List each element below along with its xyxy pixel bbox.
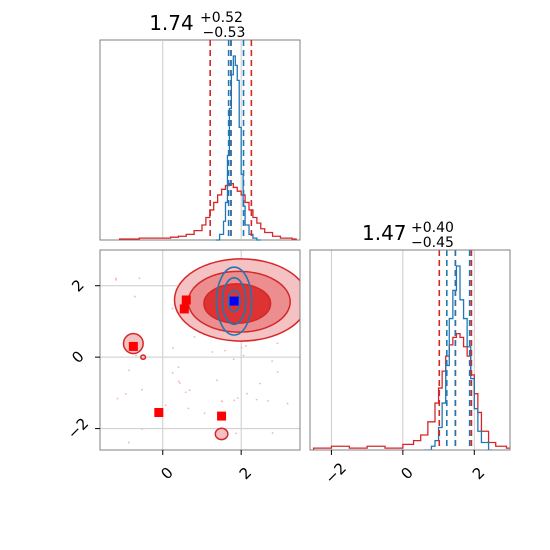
scatter-point [177, 380, 180, 383]
scatter-point [255, 398, 258, 401]
scatter-point [172, 347, 174, 349]
scatter-point [193, 336, 196, 338]
scatter-point [286, 402, 289, 405]
joint-panel-frame [99, 249, 301, 451]
scatter-point [116, 397, 119, 400]
scatter-point [127, 441, 130, 444]
hist-panel-2-marks [312, 250, 510, 450]
p3-xtick-label-0: 0 [157, 464, 176, 483]
scatter-point [115, 278, 118, 281]
joint-panel-marks [114, 258, 300, 444]
hist-panel-1: 1.74 +0.52 −0.53 [99, 7, 301, 241]
scatter-point [188, 389, 191, 392]
scatter-point [271, 432, 274, 434]
scatter-point [240, 346, 243, 349]
contour-a-1 [221, 277, 247, 326]
hist-panel-1-title-minus: −0.53 [203, 25, 246, 41]
hist-panel-2-ticks: −2 0 2 [322, 450, 488, 487]
scatter-point [128, 369, 130, 372]
joint-panel: 0 2 2 0 −2 [64, 249, 301, 483]
contour-b-island-1 [140, 354, 147, 361]
p4-xtick-label-1: 0 [397, 464, 416, 483]
scatter-point [221, 400, 224, 403]
scatter-point [124, 393, 127, 395]
scatter-point [138, 277, 141, 280]
scatter-point [177, 366, 180, 369]
hist-panel-2-title-value: 1.47 [362, 221, 407, 245]
hist-panel-2-frame-bg [310, 250, 510, 450]
scatter-point [133, 295, 136, 298]
hist-panel-2-grid [330, 250, 475, 450]
scatter-point [141, 428, 144, 430]
scatter-point [246, 392, 248, 395]
scatter-point [266, 399, 269, 402]
scatter-point [171, 372, 174, 374]
scatter-point [211, 351, 214, 353]
scatter-point [259, 382, 262, 385]
scatter-point [235, 432, 238, 435]
p3-ytick-label-0: 2 [68, 276, 87, 295]
scatter-point [233, 399, 236, 402]
scatter-point [236, 397, 239, 399]
hist-panel-2-title-plus: +0.40 [411, 220, 454, 236]
p3-ytick-label-2: −2 [64, 414, 92, 442]
hist-panel-2-title-minus: −0.45 [411, 235, 454, 251]
scatter-point [184, 391, 187, 394]
scatter-point [245, 345, 247, 347]
scatter-point [164, 404, 167, 407]
scatter-point [276, 342, 279, 345]
scatter-point [271, 360, 274, 363]
hist-panel-1-title-value: 1.74 [149, 11, 194, 35]
contour-a-0 [215, 266, 253, 336]
marker-b-2 [128, 341, 138, 351]
contour-b-island-2 [214, 427, 229, 441]
hist-panel-2-frame [309, 249, 511, 451]
scatter-point [114, 277, 117, 280]
p3-xtick-label-1: 2 [236, 464, 255, 483]
scatter-point [224, 349, 227, 352]
hist-panel-2-title: 1.47 +0.40 −0.45 [362, 217, 459, 251]
marker-a-0 [229, 296, 239, 306]
scatter-point [232, 358, 235, 361]
p3-ytick-label-1: 0 [68, 347, 87, 366]
hist-panel-1-title: 1.74 +0.52 −0.53 [149, 7, 248, 41]
scatter-point [242, 354, 245, 357]
scatter-point [203, 412, 206, 415]
scatter-point [179, 382, 181, 384]
scatter-point [171, 307, 174, 310]
scatter-point [135, 354, 138, 357]
contour-a-2 [227, 289, 241, 313]
hist-panel-1-frame [99, 39, 301, 241]
hist-panel-1-title-plus: +0.52 [200, 10, 243, 26]
p4-xtick-label-0: −2 [322, 459, 350, 487]
hist-panel-1-marks [118, 40, 297, 241]
scatter-point [276, 371, 279, 373]
marker-b-0 [181, 295, 191, 305]
scatter-point [141, 388, 143, 391]
marker-b-3 [154, 408, 164, 417]
scatter-point [216, 379, 218, 382]
marker-b-1 [179, 304, 189, 314]
marker-b-4 [217, 411, 227, 421]
scatter-point [187, 407, 190, 410]
hist-panel-2: −2 0 2 1.47 +0.40 −0.45 [309, 217, 511, 487]
p1-series-0-step [215, 55, 261, 241]
p4-xtick-label-2: 2 [469, 464, 488, 483]
